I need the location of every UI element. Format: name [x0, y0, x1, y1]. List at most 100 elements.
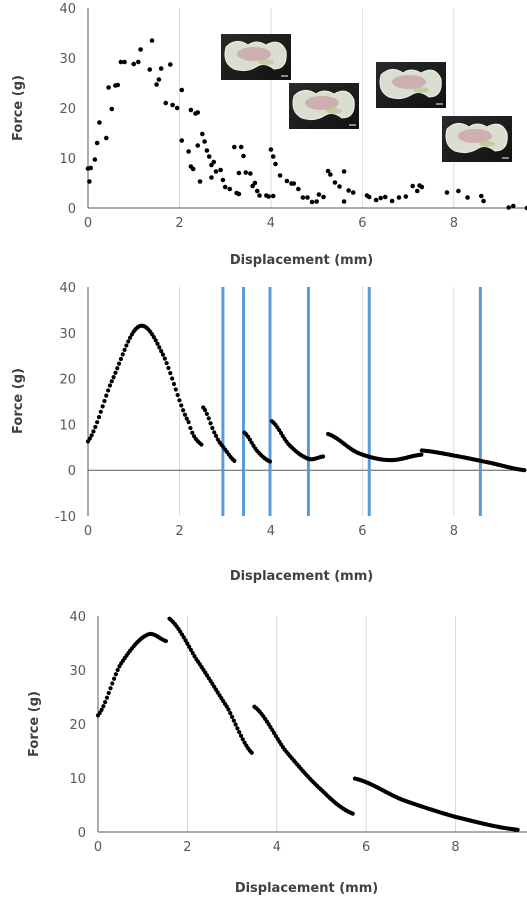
data-point	[157, 345, 162, 350]
data-point	[166, 365, 171, 371]
data-point	[102, 398, 107, 404]
data-point	[89, 433, 94, 438]
data-point	[188, 647, 194, 653]
x-tick-label: 0	[84, 524, 92, 539]
data-point	[236, 191, 242, 197]
data-point	[195, 143, 201, 148]
data-point	[108, 686, 113, 691]
data-point	[268, 147, 274, 152]
data-point	[106, 85, 111, 90]
data-point	[92, 157, 98, 162]
data-point	[341, 169, 347, 174]
data-point	[170, 102, 175, 108]
data-point	[155, 341, 160, 346]
data-point	[113, 672, 118, 677]
y-axis-title: Force (g)	[11, 75, 26, 141]
x-tick-label: 8	[450, 216, 458, 231]
x-tick-label: 2	[175, 216, 183, 231]
y-tick-label: 0	[68, 464, 76, 479]
y-tick-label: 30	[59, 52, 76, 67]
data-point	[97, 120, 102, 125]
data-point	[202, 139, 207, 144]
data-point	[107, 383, 113, 388]
data-point	[231, 718, 236, 723]
data-point	[101, 704, 106, 709]
data-point	[396, 195, 402, 200]
data-point	[241, 153, 246, 159]
y-tick-label: 0	[78, 826, 86, 841]
data-point	[115, 82, 121, 88]
data-point	[325, 168, 331, 174]
data-point	[465, 195, 470, 200]
y-tick-label: 10	[59, 418, 76, 433]
data-point	[110, 681, 115, 686]
data-point	[242, 740, 247, 745]
data-point	[115, 667, 120, 673]
data-point	[224, 704, 229, 709]
data-point	[93, 424, 98, 430]
y-tick-label: 40	[59, 281, 76, 296]
data-point	[188, 425, 193, 431]
y-tick-label: 20	[59, 373, 76, 388]
data-point	[267, 459, 273, 464]
data-point	[182, 412, 188, 417]
curve-segment	[419, 448, 527, 473]
y-tick-label: 0	[68, 202, 76, 217]
data-point	[163, 638, 169, 644]
data-point	[99, 707, 104, 712]
data-point	[106, 388, 111, 393]
data-point	[87, 436, 92, 441]
curve-segment	[269, 419, 326, 462]
data-point	[117, 664, 122, 669]
y-tick-label: 40	[59, 2, 76, 17]
data-point	[277, 173, 283, 178]
x-axis-title: Displacement (mm)	[230, 253, 373, 268]
data-point	[403, 194, 409, 199]
y-tick-label: 10	[69, 772, 86, 787]
y-tick-label: -10	[55, 510, 76, 525]
x-tick-label: 4	[273, 840, 281, 855]
x-axis-title: Displacement (mm)	[230, 569, 373, 584]
data-point	[195, 110, 201, 115]
data-point	[213, 433, 219, 438]
data-point	[350, 811, 355, 816]
data-point	[222, 184, 228, 190]
data-point	[456, 188, 461, 194]
inset-photo-4	[442, 116, 512, 162]
x-tick-label: 6	[358, 216, 366, 231]
data-point	[204, 411, 209, 417]
data-point	[206, 416, 211, 421]
x-tick-label: 6	[358, 524, 366, 539]
data-point	[100, 404, 105, 409]
data-point	[249, 750, 254, 755]
data-point	[510, 203, 516, 209]
data-point	[91, 429, 96, 434]
data-point	[109, 106, 115, 112]
data-point	[208, 421, 213, 426]
data-point	[254, 188, 260, 194]
inset-photo-3	[376, 62, 446, 108]
data-point	[209, 175, 214, 180]
data-point	[106, 690, 111, 696]
data-point	[177, 398, 182, 403]
x-tick-label: 8	[450, 524, 458, 539]
data-point	[174, 105, 180, 111]
y-tick-label: 30	[59, 327, 76, 342]
data-point	[156, 77, 162, 82]
data-point	[179, 138, 185, 143]
data-point	[127, 335, 133, 340]
data-point	[284, 178, 290, 184]
x-tick-label: 6	[362, 840, 370, 855]
data-point	[273, 161, 278, 167]
data-point	[168, 62, 173, 67]
data-point	[320, 454, 326, 459]
curve-segment	[242, 430, 273, 464]
data-point	[158, 66, 164, 71]
data-point	[328, 172, 333, 177]
data-point	[151, 334, 156, 340]
data-point	[126, 339, 131, 344]
curve-segment	[201, 405, 237, 463]
y-tick-label: 40	[69, 610, 86, 625]
curve-segment	[325, 431, 424, 463]
data-point	[522, 468, 527, 473]
